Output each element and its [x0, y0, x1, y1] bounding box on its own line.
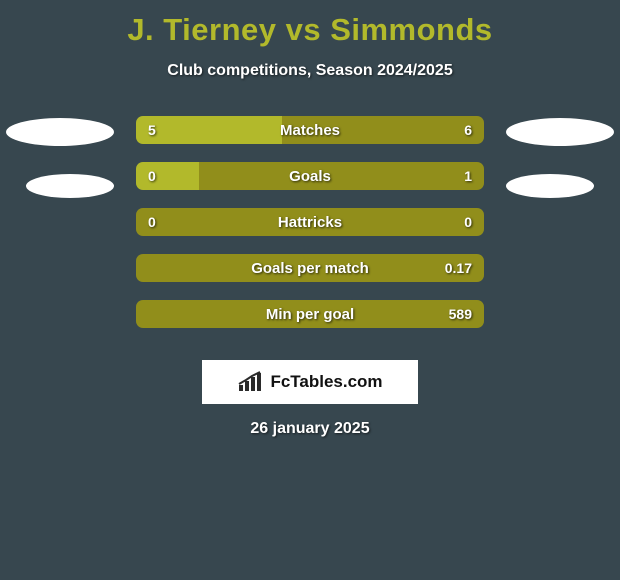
- page-subtitle: Club competitions, Season 2024/2025: [0, 62, 620, 80]
- stat-bar-right: [136, 300, 484, 328]
- decorative-ellipse: [506, 174, 594, 198]
- stat-row: 01Goals: [136, 162, 484, 190]
- bars-container: 56Matches 01Goals 00Hattricks 0.17Goals per…: [136, 116, 484, 346]
- right-ellipses-group: [500, 116, 620, 236]
- decorative-ellipse: [26, 174, 114, 198]
- stat-bar-right: [136, 254, 484, 282]
- comparison-chart: 56Matches 01Goals 00Hattricks 0.17Goals per…: [0, 116, 620, 336]
- stat-row: 589Min per goal: [136, 300, 484, 328]
- decorative-ellipse: [6, 118, 114, 146]
- brand-badge: FcTables.com: [202, 360, 418, 404]
- page-title: J. Tierney vs Simmonds: [0, 0, 620, 48]
- stat-row: 00Hattricks: [136, 208, 484, 236]
- stat-bar-left: [136, 116, 282, 144]
- snapshot-date: 26 january 2025: [0, 420, 620, 438]
- stat-row: 56Matches: [136, 116, 484, 144]
- brand-text: FcTables.com: [270, 372, 382, 392]
- stat-bar-right: [136, 208, 484, 236]
- stat-row: 0.17Goals per match: [136, 254, 484, 282]
- stat-bar-right: [199, 162, 484, 190]
- decorative-ellipse: [506, 118, 614, 146]
- stat-bar-left: [136, 162, 199, 190]
- stat-bar-right: [282, 116, 484, 144]
- brand-chart-icon: [237, 371, 265, 393]
- left-ellipses-group: [0, 116, 120, 236]
